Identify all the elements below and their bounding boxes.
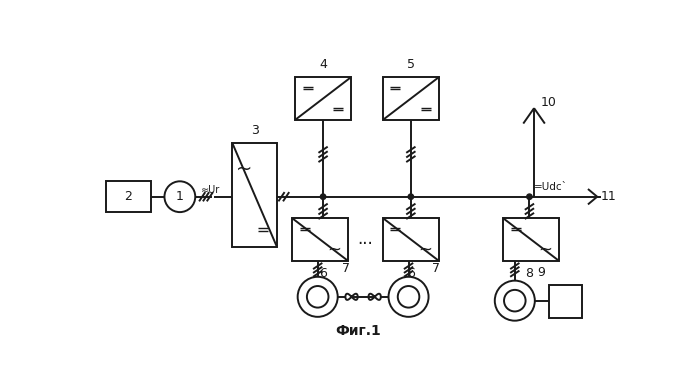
Bar bbox=[383, 218, 438, 261]
Text: 9: 9 bbox=[537, 266, 545, 279]
Bar bbox=[503, 218, 558, 261]
Text: 10: 10 bbox=[540, 95, 556, 109]
Text: Фиг.1: Фиг.1 bbox=[335, 324, 380, 338]
Circle shape bbox=[408, 194, 413, 199]
Text: ~: ~ bbox=[237, 160, 253, 179]
Text: 1: 1 bbox=[176, 190, 184, 203]
Text: 11: 11 bbox=[600, 190, 616, 203]
Text: ...: ... bbox=[357, 230, 373, 248]
Text: 5: 5 bbox=[407, 58, 415, 71]
Text: ~: ~ bbox=[327, 241, 341, 259]
Text: 7: 7 bbox=[341, 262, 350, 275]
Text: ≈Ur: ≈Ur bbox=[202, 185, 221, 195]
Circle shape bbox=[320, 194, 326, 199]
Text: =Udc`: =Udc` bbox=[534, 182, 568, 192]
Text: 6: 6 bbox=[407, 267, 415, 280]
Text: 2: 2 bbox=[124, 190, 132, 203]
Bar bbox=[106, 181, 151, 212]
Bar bbox=[549, 285, 582, 318]
Text: 6: 6 bbox=[319, 267, 327, 280]
Text: ~: ~ bbox=[538, 241, 552, 259]
Bar bbox=[295, 77, 351, 120]
Text: 8: 8 bbox=[526, 267, 533, 280]
Text: 3: 3 bbox=[251, 124, 258, 137]
Bar bbox=[383, 77, 438, 120]
Text: 7: 7 bbox=[433, 262, 440, 275]
Circle shape bbox=[527, 194, 532, 199]
Text: 4: 4 bbox=[319, 58, 327, 71]
Bar bbox=[292, 218, 348, 261]
Bar bbox=[232, 143, 277, 247]
Text: ~: ~ bbox=[418, 241, 431, 259]
